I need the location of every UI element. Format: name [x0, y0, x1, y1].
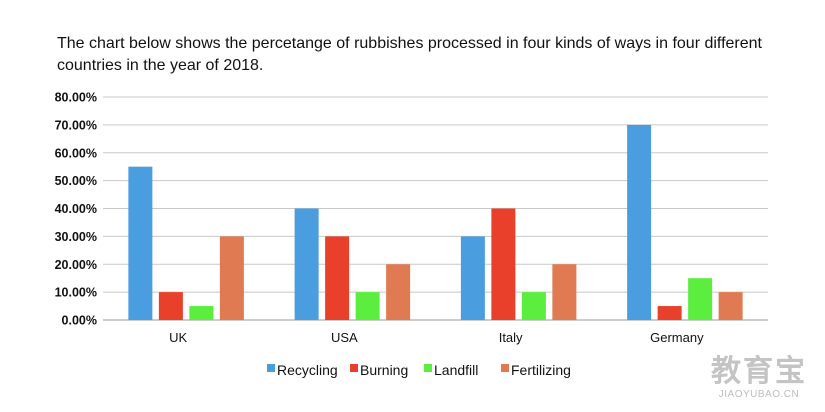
bar-landfill-germany: [688, 278, 713, 320]
watermark-url-text: JIAOYUBAO.CN: [718, 389, 800, 400]
y-tick-label: 80.00%: [55, 91, 97, 105]
bar-burning-uk: [158, 292, 183, 320]
x-category-label: Italy: [499, 330, 523, 345]
bars: [128, 124, 743, 320]
bar-burning-germany: [657, 306, 682, 320]
bar-landfill-italy: [521, 292, 546, 320]
watermark-logo-text: 教育宝: [711, 355, 807, 388]
legend-label-burning: Burning: [360, 362, 408, 378]
y-tick-label: 40.00%: [55, 202, 97, 216]
chart-title: The chart below shows the percetange of …: [57, 35, 762, 74]
x-category-label: USA: [331, 330, 358, 345]
bar-fertilizing-germany: [718, 292, 743, 320]
x-category-label: Germany: [650, 330, 704, 345]
bar-landfill-usa: [355, 292, 380, 320]
bar-fertilizing-uk: [219, 236, 244, 320]
legend-swatch-landfill: [424, 364, 432, 372]
y-tick-label: 30.00%: [55, 230, 97, 244]
x-axis-category-labels: UK USA Italy Germany: [169, 330, 704, 345]
y-tick-label: 0.00%: [62, 314, 97, 328]
y-tick-label: 50.00%: [55, 174, 97, 188]
bar-recycling-italy: [460, 236, 485, 320]
bar-recycling-uk: [128, 166, 153, 320]
legend: Recycling Burning Landfill Fertilizing: [267, 362, 571, 378]
gridlines: [103, 96, 768, 321]
bar-fertilizing-usa: [386, 264, 411, 320]
legend-label-recycling: Recycling: [277, 362, 338, 378]
legend-swatch-fertilizing: [501, 364, 509, 372]
legend-swatch-recycling: [267, 364, 275, 372]
x-category-label: UK: [169, 330, 187, 345]
watermark-logo: 教育宝 JIAOYUBAO.CN: [711, 357, 807, 400]
y-axis-tick-labels: 0.00% 10.00% 20.00% 30.00% 40.00% 50.00% 60.00…: [55, 91, 97, 328]
bar-recycling-usa: [294, 208, 319, 320]
bar-fertilizing-italy: [552, 264, 577, 320]
y-tick-label: 10.00%: [55, 286, 97, 300]
legend-swatch-burning: [350, 364, 358, 372]
legend-label-fertilizing: Fertilizing: [511, 362, 571, 378]
y-tick-label: 60.00%: [55, 146, 97, 160]
bar-recycling-germany: [627, 124, 652, 320]
legend-label-landfill: Landfill: [434, 362, 478, 378]
bar-burning-italy: [491, 208, 516, 320]
y-tick-label: 70.00%: [55, 118, 97, 132]
bar-burning-usa: [325, 236, 350, 320]
bar-landfill-uk: [189, 306, 214, 320]
y-tick-label: 20.00%: [55, 258, 97, 272]
